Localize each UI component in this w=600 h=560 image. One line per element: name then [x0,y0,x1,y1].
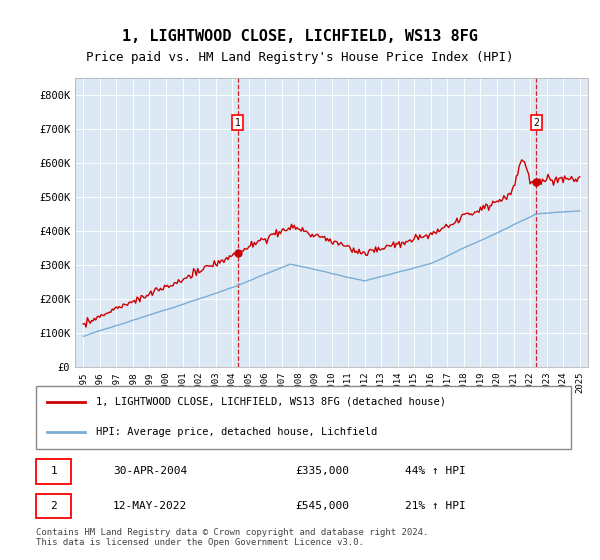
Text: Contains HM Land Registry data © Crown copyright and database right 2024.
This d: Contains HM Land Registry data © Crown c… [35,528,428,547]
Text: £545,000: £545,000 [295,501,349,511]
FancyBboxPatch shape [35,459,71,484]
Text: 2: 2 [533,118,539,128]
FancyBboxPatch shape [35,493,71,518]
Text: HPI: Average price, detached house, Lichfield: HPI: Average price, detached house, Lich… [96,427,377,437]
Text: 2: 2 [50,501,57,511]
Text: 12-MAY-2022: 12-MAY-2022 [113,501,187,511]
Text: 30-APR-2004: 30-APR-2004 [113,466,187,477]
Text: 1, LIGHTWOOD CLOSE, LICHFIELD, WS13 8FG (detached house): 1, LIGHTWOOD CLOSE, LICHFIELD, WS13 8FG … [96,396,446,407]
Text: 44% ↑ HPI: 44% ↑ HPI [406,466,466,477]
FancyBboxPatch shape [35,386,571,449]
Text: Price paid vs. HM Land Registry's House Price Index (HPI): Price paid vs. HM Land Registry's House … [86,50,514,64]
Text: 1, LIGHTWOOD CLOSE, LICHFIELD, WS13 8FG: 1, LIGHTWOOD CLOSE, LICHFIELD, WS13 8FG [122,29,478,44]
Text: £335,000: £335,000 [295,466,349,477]
Text: 21% ↑ HPI: 21% ↑ HPI [406,501,466,511]
Text: 1: 1 [235,118,241,128]
Text: 1: 1 [50,466,57,477]
